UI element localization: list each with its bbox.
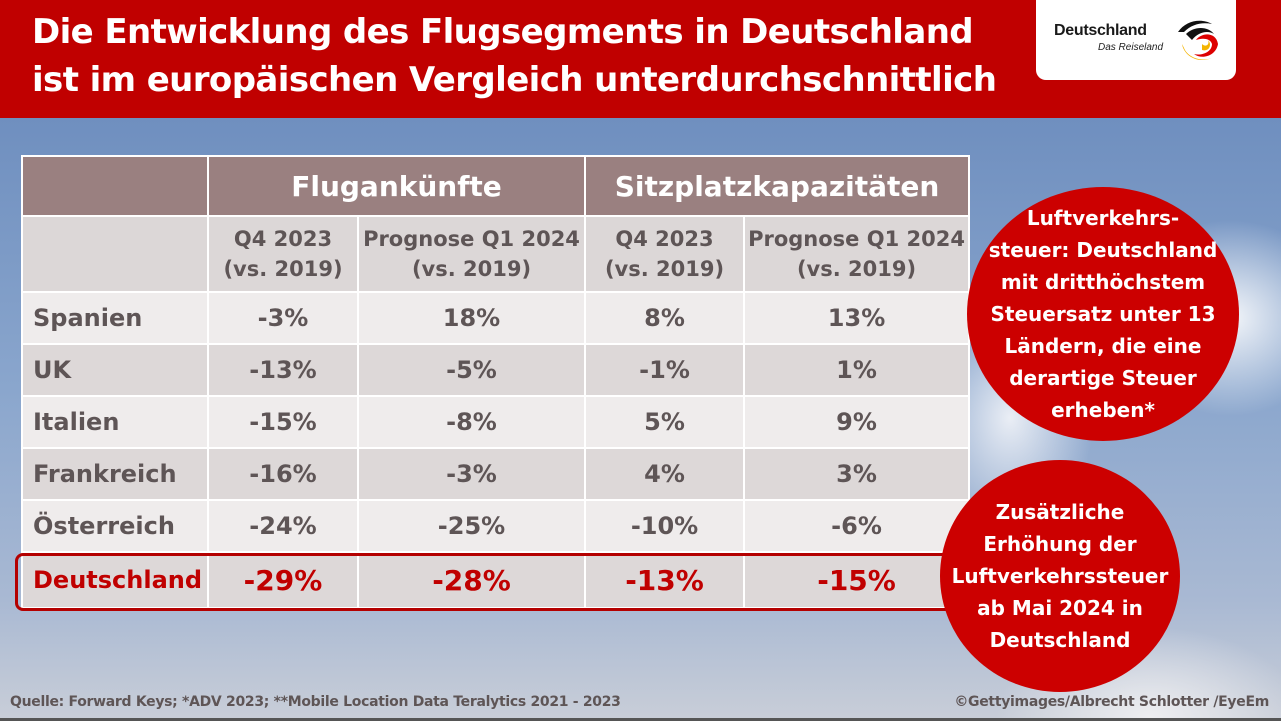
bottom-divider xyxy=(0,718,1281,721)
value-cell: 9% xyxy=(743,395,971,449)
value-cell: -6% xyxy=(743,499,971,553)
table-row: UK -13% -5% -1% 1% xyxy=(21,343,971,397)
value-cell: -1% xyxy=(584,343,746,397)
value-cell: -5% xyxy=(356,343,587,397)
value-cell: -3% xyxy=(207,291,359,345)
value-cell: -3% xyxy=(356,447,587,501)
image-credit: ©Gettyimages/Albrecht Schlotter /EyeEm xyxy=(954,694,1269,710)
group-header-flugankuenfte: Flugankünfte xyxy=(206,155,587,217)
title-line-2: ist im europäischen Vergleich unterdurch… xyxy=(32,60,997,100)
column-header: Prognose Q1 2024 (vs. 2019) xyxy=(356,215,587,293)
value-cell: -29% xyxy=(207,551,359,609)
table-row: Spanien -3% 18% 8% 13% xyxy=(21,291,971,345)
country-cell: Österreich xyxy=(21,499,209,553)
group-header-sitzplatzkapazitaeten: Sitzplatzkapazitäten xyxy=(584,155,971,217)
country-cell: Spanien xyxy=(21,291,209,345)
value-cell: -28% xyxy=(356,551,587,609)
value-cell: -25% xyxy=(356,499,587,553)
table-row: Frankreich -16% -3% 4% 3% xyxy=(21,447,971,501)
value-cell: -16% xyxy=(207,447,359,501)
value-cell: -15% xyxy=(207,395,359,449)
value-cell: -8% xyxy=(356,395,587,449)
value-cell: 1% xyxy=(743,343,971,397)
group-header-row: Flugankünfte Sitzplatzkapazitäten xyxy=(21,155,971,217)
callout-bubble-tax-rate: Luftverkehrs- steuer: Deutschland mit dr… xyxy=(967,187,1239,441)
column-header: Prognose Q1 2024 (vs. 2019) xyxy=(743,215,971,293)
value-cell: -15% xyxy=(743,551,971,609)
slide-title: Die Entwicklung des Flugsegments in Deut… xyxy=(32,8,1022,104)
corner-cell xyxy=(21,215,209,293)
logo-tagline: Das Reiseland xyxy=(1098,42,1164,53)
value-cell: -10% xyxy=(584,499,746,553)
value-cell: 4% xyxy=(584,447,746,501)
table-row: Österreich -24% -25% -10% -6% xyxy=(21,499,971,553)
sub-header-row: Q4 2023 (vs. 2019) Prognose Q1 2024 (vs. 2… xyxy=(21,215,971,293)
corner-cell xyxy=(21,155,209,217)
logo-name: Deutschland xyxy=(1054,22,1147,39)
value-cell: 18% xyxy=(356,291,587,345)
value-cell: -24% xyxy=(207,499,359,553)
title-line-1: Die Entwicklung des Flugsegments in Deut… xyxy=(32,12,974,52)
value-cell: 13% xyxy=(743,291,971,345)
value-cell: -13% xyxy=(207,343,359,397)
column-header: Q4 2023 (vs. 2019) xyxy=(584,215,746,293)
deutschland-logo: Deutschland Das Reiseland xyxy=(1036,0,1236,80)
highlight-row-deutschland: Deutschland -29% -28% -13% -15% xyxy=(21,551,971,609)
country-cell: Deutschland xyxy=(21,551,209,609)
value-cell: 3% xyxy=(743,447,971,501)
germany-swirl-logo-icon xyxy=(1178,20,1218,61)
country-cell: Frankreich xyxy=(21,447,209,501)
callout-text: Luftverkehrs- steuer: Deutschland mit dr… xyxy=(988,206,1218,422)
country-cell: Italien xyxy=(21,395,209,449)
value-cell: -13% xyxy=(584,551,746,609)
callout-bubble-tax-increase: Zusätzliche Erhöhung der Luftverkehrsste… xyxy=(940,460,1180,692)
callout-text: Zusätzliche Erhöhung der Luftverkehrsste… xyxy=(951,500,1169,652)
column-header: Q4 2023 (vs. 2019) xyxy=(207,215,359,293)
comparison-table: Flugankünfte Sitzplatzkapazitäten Q4 202… xyxy=(15,155,971,611)
value-cell: 5% xyxy=(584,395,746,449)
country-cell: UK xyxy=(21,343,209,397)
source-note: Quelle: Forward Keys; *ADV 2023; **Mobil… xyxy=(10,694,621,710)
value-cell: 8% xyxy=(584,291,746,345)
table-row: Italien -15% -8% 5% 9% xyxy=(21,395,971,449)
